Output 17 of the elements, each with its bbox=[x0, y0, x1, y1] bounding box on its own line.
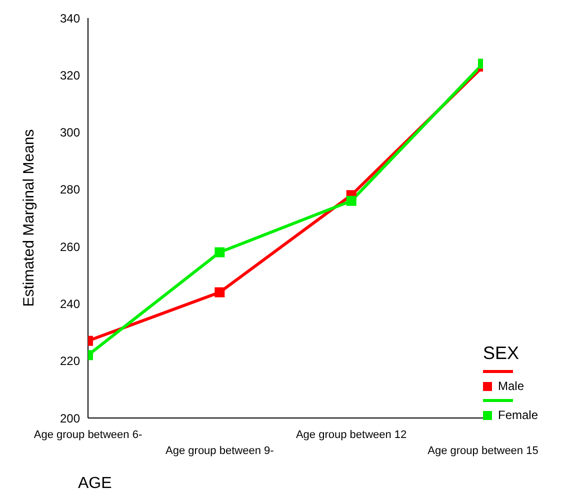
y-tick-label: 340 bbox=[60, 11, 80, 26]
y-tick-label: 260 bbox=[60, 240, 80, 254]
x-tick-label: Age group between 15 bbox=[428, 445, 538, 457]
legend-title: SEX bbox=[483, 343, 520, 364]
y-tick-label: 300 bbox=[60, 126, 80, 140]
y-tick-label: 220 bbox=[60, 354, 80, 368]
y-axis-title: Estimated Marginal Means bbox=[20, 129, 38, 307]
legend-label: Female bbox=[498, 408, 538, 422]
y-tick-label: 320 bbox=[60, 68, 80, 82]
y-tick-label: 240 bbox=[60, 296, 80, 311]
x-tick-label: Age group between 9- bbox=[166, 445, 274, 457]
x-tick-label: Age group between 6- bbox=[34, 429, 142, 441]
x-axis-title: AGE bbox=[78, 475, 112, 492]
x-tick-label: Age group between 12 bbox=[296, 429, 407, 441]
legend-label: Male bbox=[498, 379, 524, 393]
y-tick-label: 200 bbox=[60, 411, 80, 426]
y-tick-label: 280 bbox=[60, 182, 80, 197]
